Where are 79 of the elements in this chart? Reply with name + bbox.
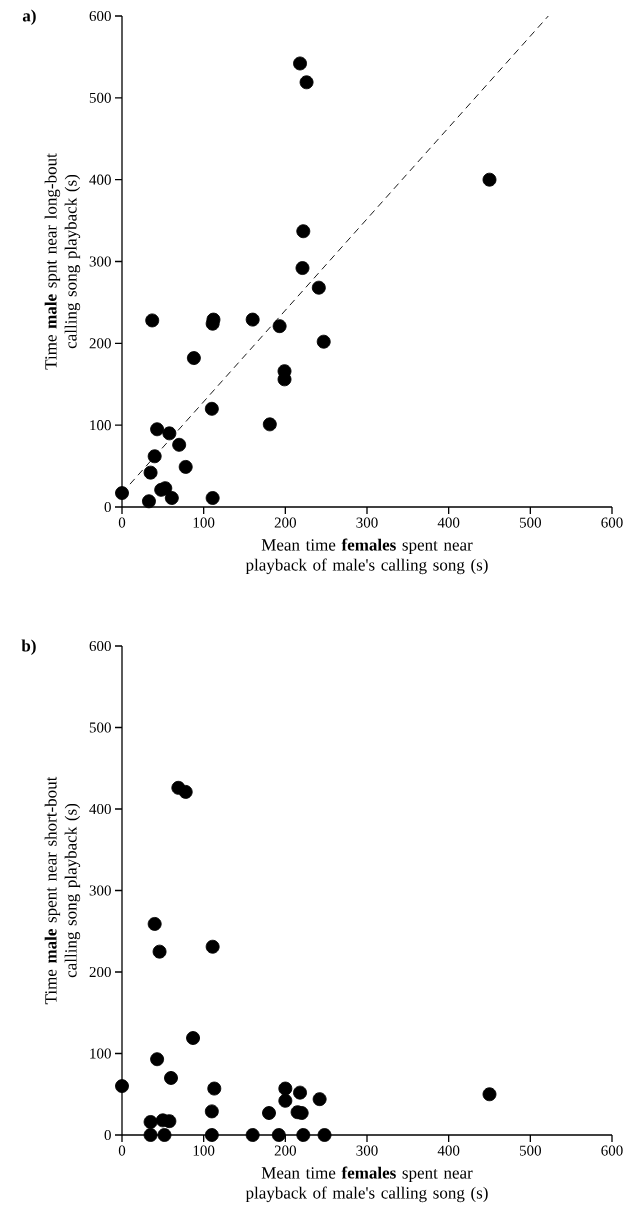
y-tick-label: 300 xyxy=(89,885,111,896)
point xyxy=(205,491,220,505)
point xyxy=(312,1092,327,1107)
y-tick-label: 200 xyxy=(89,966,111,978)
x-tick-label: 400 xyxy=(437,1145,460,1156)
x-tick-label: 600 xyxy=(601,1145,623,1156)
x-tick-label: 0 xyxy=(118,517,126,528)
y-tick-label: 600 xyxy=(89,640,111,652)
x-tick-label: 100 xyxy=(193,517,215,528)
x-axis-title: Mean time females spent near playback of male's calling song (s) xyxy=(245,538,488,575)
x-tick-label: 100 xyxy=(193,1145,215,1156)
x-tick-label: 0 xyxy=(118,1145,126,1156)
point xyxy=(145,313,160,328)
y-tick-label: 400 xyxy=(89,803,111,815)
point xyxy=(172,437,187,452)
point xyxy=(164,491,179,505)
point xyxy=(164,1071,178,1085)
point xyxy=(299,75,314,90)
y-tick-label: 600 xyxy=(89,10,111,22)
point xyxy=(162,426,177,441)
x-axis-title: Mean time females spent near playback of male's calling song (s) xyxy=(245,1166,488,1203)
point xyxy=(204,1128,219,1142)
point xyxy=(147,449,162,464)
point xyxy=(317,1128,332,1142)
point xyxy=(147,916,162,931)
y-tick-label: 500 xyxy=(89,92,111,103)
y-tick-label: 500 xyxy=(89,722,111,733)
point xyxy=(204,401,219,416)
point xyxy=(115,486,129,501)
y-tick-label: 100 xyxy=(90,420,111,431)
point xyxy=(296,224,311,239)
point xyxy=(142,494,156,509)
point xyxy=(115,1079,129,1094)
point xyxy=(262,1106,276,1120)
point xyxy=(152,944,167,959)
x-tick-label: 200 xyxy=(274,1145,296,1156)
point xyxy=(157,1128,172,1142)
point xyxy=(316,334,331,349)
point xyxy=(482,1087,497,1102)
point xyxy=(178,459,193,474)
x-tick-label: 500 xyxy=(519,517,541,528)
point xyxy=(482,172,497,187)
x-tick-label: 200 xyxy=(274,517,296,528)
chart-title: a) xyxy=(22,9,36,25)
point xyxy=(178,784,193,799)
y-tick-label: 300 xyxy=(89,256,111,267)
y-tick-label: 200 xyxy=(89,338,111,349)
point xyxy=(150,422,165,437)
point xyxy=(186,351,201,366)
y-tick-label: 100 xyxy=(90,1048,111,1059)
point xyxy=(143,1115,158,1129)
point xyxy=(278,1093,293,1108)
x-tick-label: 600 xyxy=(601,517,623,528)
point xyxy=(262,417,277,432)
y-tick-label: 0 xyxy=(104,1129,111,1141)
point xyxy=(278,1081,293,1096)
point xyxy=(150,1052,165,1067)
point xyxy=(311,280,326,295)
point xyxy=(293,56,307,71)
point xyxy=(204,1104,219,1119)
x-tick-label: 300 xyxy=(356,517,378,528)
point xyxy=(186,1031,200,1045)
chart-title: b) xyxy=(21,639,36,655)
y-tick-label: 400 xyxy=(89,174,111,185)
point xyxy=(143,1128,158,1142)
point xyxy=(272,319,287,334)
x-tick-label: 500 xyxy=(519,1145,541,1156)
y-tick-label: 0 xyxy=(104,501,111,513)
point xyxy=(143,465,158,480)
point xyxy=(205,939,220,954)
point xyxy=(293,1085,307,1100)
point xyxy=(271,1128,286,1142)
point xyxy=(207,1081,222,1096)
x-tick-label: 300 xyxy=(356,1145,378,1156)
point xyxy=(245,312,260,327)
x-tick-label: 400 xyxy=(437,517,460,528)
point xyxy=(296,1128,311,1142)
point xyxy=(295,261,310,275)
point xyxy=(245,1128,260,1142)
